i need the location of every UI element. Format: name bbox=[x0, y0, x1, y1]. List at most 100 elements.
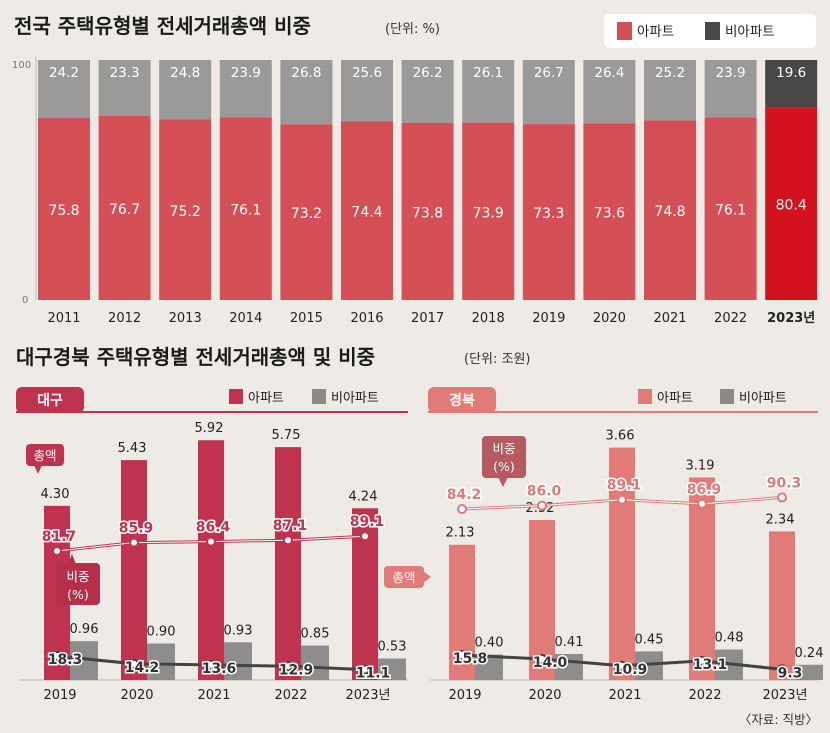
gyeongbuk-total-callout: 총액 bbox=[384, 566, 431, 588]
label-apt-0: 75.8 bbox=[48, 203, 79, 219]
x-tick-1: 2012 bbox=[108, 311, 141, 326]
bar-non-apt-3 bbox=[219, 60, 272, 118]
apt-ratio-label-4: 89.1 bbox=[350, 514, 385, 530]
non-apt-ratio-point-4 bbox=[777, 664, 787, 675]
x-tick-3: 2014 bbox=[229, 311, 262, 326]
apt-ratio-label-3: 87.1 bbox=[273, 518, 308, 534]
apt-ratio-label-0: 84.2 bbox=[447, 487, 482, 503]
legend-swatch-non-apt bbox=[705, 22, 720, 40]
bar-non-apt-5 bbox=[341, 60, 393, 122]
x-tick-4: 2023년 bbox=[762, 688, 807, 703]
label-non-apt-6: 26.2 bbox=[413, 65, 443, 81]
x-tick-10: 2021 bbox=[653, 311, 686, 326]
apt-ratio-point-3 bbox=[283, 535, 293, 546]
non-apt-ratio-label-3: 13.1 bbox=[693, 657, 728, 673]
label-non-apt-7: 26.1 bbox=[473, 65, 503, 81]
x-tick-3: 2022 bbox=[688, 688, 721, 703]
x-tick-1: 2020 bbox=[120, 688, 153, 703]
apt-ratio-point-0 bbox=[52, 546, 62, 556]
daegu-ratio-label-2: (%) bbox=[67, 587, 89, 602]
bar-non-apt-2 bbox=[159, 60, 212, 120]
gyeongbuk-total-label: 총액 bbox=[392, 570, 415, 585]
apt-ratio-label-0: 81.7 bbox=[42, 529, 77, 545]
apt-ratio-point-4 bbox=[360, 531, 370, 542]
non-apt-ratio-label-0: 18.3 bbox=[48, 652, 83, 668]
apt-ratio-point-2 bbox=[617, 494, 627, 505]
apt-value-4: 4.24 bbox=[349, 489, 378, 504]
bottom-section-title: 대구경북 주택유형별 전세거래총액 및 비중 bbox=[16, 345, 375, 369]
non-apt-ratio-label-3: 12.9 bbox=[279, 662, 314, 678]
apt-value-1: 5.43 bbox=[118, 441, 147, 456]
bar-non-apt-1 bbox=[98, 60, 151, 116]
gyeongbuk-ratio-badge bbox=[482, 436, 526, 478]
bar-non-apt-12 bbox=[765, 60, 818, 108]
non-apt-ratio-label-2: 13.6 bbox=[202, 661, 237, 677]
apt-value-3: 3.19 bbox=[686, 458, 715, 473]
non-apt-ratio-label-2: 10.9 bbox=[613, 662, 648, 678]
apt-ratio-point-1 bbox=[537, 500, 547, 511]
bottom-section-unit: (단위: 조원) bbox=[464, 352, 531, 367]
daegu-legend-label-non-apt: 비아파트 bbox=[331, 391, 379, 406]
label-non-apt-9: 26.4 bbox=[594, 65, 624, 81]
bar-non-apt-10 bbox=[644, 60, 696, 121]
x-tick-3: 2022 bbox=[274, 688, 307, 703]
y-tick-100: 100 bbox=[12, 60, 31, 71]
apt-value-0: 4.30 bbox=[41, 487, 70, 502]
top-legend: 아파트 비아파트 bbox=[604, 14, 816, 48]
x-tick-2: 2021 bbox=[608, 688, 641, 703]
non-apt-value-3: 0.85 bbox=[301, 627, 330, 642]
bar-apt-2 bbox=[159, 119, 212, 301]
bar-apt-8 bbox=[522, 124, 575, 300]
non-apt-bar-2 bbox=[224, 642, 252, 680]
daegu-total-pointer bbox=[34, 465, 42, 474]
apt-bar-2 bbox=[198, 440, 224, 680]
apt-value-4: 2.34 bbox=[766, 512, 795, 527]
bar-non-apt-6 bbox=[401, 60, 454, 123]
x-tick-0: 2011 bbox=[47, 311, 80, 326]
daegu-region-tab bbox=[16, 387, 84, 413]
bar-apt-7 bbox=[462, 122, 515, 300]
non-apt-value-2: 0.45 bbox=[635, 632, 664, 647]
x-tick-9: 2020 bbox=[593, 311, 626, 326]
non-apt-ratio-point-2 bbox=[206, 659, 216, 670]
apt-ratio-point-3 bbox=[697, 498, 707, 509]
apt-bar-3 bbox=[689, 477, 715, 680]
label-non-apt-0: 24.2 bbox=[49, 65, 79, 81]
gyeongbuk-total-pointer bbox=[423, 571, 431, 583]
label-apt-11: 76.1 bbox=[715, 203, 746, 219]
label-non-apt-10: 25.2 bbox=[655, 65, 685, 81]
label-apt-2: 75.2 bbox=[170, 204, 201, 220]
non-apt-ratio-point-1 bbox=[537, 653, 547, 664]
bar-non-apt-8 bbox=[522, 60, 575, 125]
gyeongbuk-ratio-label-2: (%) bbox=[493, 459, 515, 474]
non-apt-ratio-point-3 bbox=[697, 655, 707, 666]
x-tick-2: 2013 bbox=[169, 311, 202, 326]
x-tick-2: 2021 bbox=[197, 688, 230, 703]
apt-ratio-label-4: 90.3 bbox=[767, 475, 802, 491]
gyeongbuk-ratio-pointer bbox=[498, 477, 508, 487]
x-tick-4: 2015 bbox=[290, 311, 323, 326]
daegu-panel: 대구 아파트 비아파트 4.30 0.96 2019 5.43 0.90 2020 5.92… bbox=[16, 387, 408, 703]
bar-non-apt-11 bbox=[704, 60, 757, 118]
non-apt-ratio-label-1: 14.0 bbox=[533, 655, 568, 671]
gyeongbuk-total-badge bbox=[384, 566, 424, 588]
bar-apt-4 bbox=[280, 124, 333, 300]
legend-swatch-apt bbox=[617, 22, 632, 40]
non-apt-value-4: 0.53 bbox=[378, 640, 407, 655]
label-non-apt-11: 23.9 bbox=[716, 65, 746, 81]
apt-ratio-label-1: 85.9 bbox=[119, 521, 154, 537]
apt-ratio-point-1 bbox=[129, 537, 139, 548]
non-apt-bar-1 bbox=[147, 643, 175, 680]
non-apt-bar-1 bbox=[555, 653, 583, 680]
apt-ratio-point-2 bbox=[206, 536, 216, 547]
apt-bar-3 bbox=[275, 447, 301, 680]
bar-apt-0 bbox=[38, 118, 90, 300]
daegu-total-badge bbox=[26, 444, 64, 466]
daegu-total-label: 총액 bbox=[33, 448, 56, 463]
apt-value-2: 3.66 bbox=[606, 429, 635, 444]
bar-apt-12 bbox=[765, 107, 818, 300]
non-apt-ratio-label-4: 9.3 bbox=[778, 665, 803, 681]
bar-non-apt-9 bbox=[583, 60, 636, 124]
non-apt-ratio-point-0 bbox=[52, 651, 62, 661]
non-apt-ratio-point-2 bbox=[617, 660, 627, 671]
